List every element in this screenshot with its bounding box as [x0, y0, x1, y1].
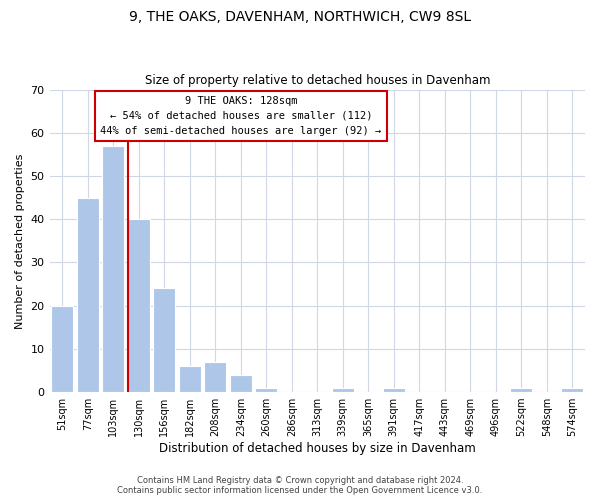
Bar	[562, 388, 583, 392]
Bar	[128, 219, 149, 392]
Title: Size of property relative to detached houses in Davenham: Size of property relative to detached ho…	[145, 74, 490, 87]
Bar	[179, 366, 200, 392]
Bar	[511, 388, 532, 392]
Bar	[383, 388, 404, 392]
Text: 9, THE OAKS, DAVENHAM, NORTHWICH, CW9 8SL: 9, THE OAKS, DAVENHAM, NORTHWICH, CW9 8S…	[129, 10, 471, 24]
Bar	[52, 306, 73, 392]
Text: 9 THE OAKS: 128sqm
← 54% of detached houses are smaller (112)
44% of semi-detach: 9 THE OAKS: 128sqm ← 54% of detached hou…	[100, 96, 382, 136]
Bar	[154, 288, 175, 392]
Bar	[77, 198, 98, 392]
Bar	[256, 388, 277, 392]
Text: Contains HM Land Registry data © Crown copyright and database right 2024.
Contai: Contains HM Land Registry data © Crown c…	[118, 476, 482, 495]
Bar	[332, 388, 353, 392]
Y-axis label: Number of detached properties: Number of detached properties	[15, 153, 25, 328]
X-axis label: Distribution of detached houses by size in Davenham: Distribution of detached houses by size …	[159, 442, 476, 455]
Bar	[205, 362, 226, 392]
Bar	[103, 146, 124, 392]
Bar	[230, 375, 251, 392]
